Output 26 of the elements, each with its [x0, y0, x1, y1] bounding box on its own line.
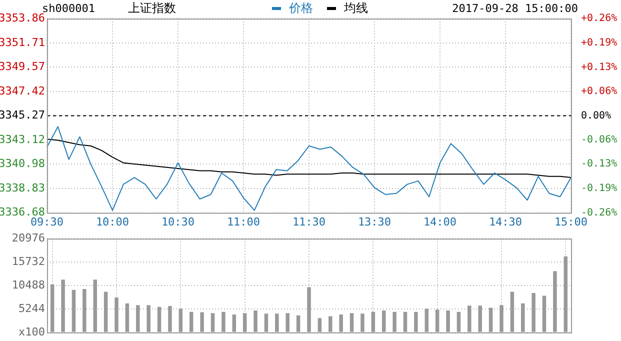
y-tick-label: 10488: [12, 278, 45, 292]
x-tick-label: 10:30: [161, 215, 195, 228]
chart-subtitle: sh000001: [42, 2, 95, 15]
x-tick-label: 09:30: [30, 215, 64, 228]
legend-label: 价格: [289, 1, 313, 15]
y2-tick-label: +0.19%: [581, 37, 618, 48]
x-tick-label: 14:00: [423, 215, 457, 228]
text: 2017-09-28 15:00:00: [452, 2, 578, 16]
x-tick-label: 10:00: [96, 215, 130, 228]
y2-tick-label: +0.06%: [581, 86, 618, 98]
legend-label: 均线: [344, 1, 368, 15]
x-tick-label: 11:00: [226, 215, 260, 228]
y-tick-label: 5244: [18, 302, 46, 315]
x-tick-label: 13:30: [358, 215, 392, 228]
y-tick-label: 15732: [12, 254, 45, 268]
y-tick-label: 20976: [12, 231, 45, 244]
y2-tick-label: -0.06%: [581, 134, 618, 146]
y2-tick-label: -0.13%: [581, 158, 618, 170]
y2-tick-label: +0.26%: [581, 13, 618, 24]
y2-tick-label: 0.00%: [581, 110, 612, 122]
y2-tick-label: -0.19%: [581, 183, 618, 194]
y2-tick-label: +0.13%: [581, 62, 618, 73]
y-tick-label: x100: [18, 325, 45, 338]
x-tick-label: 11:30: [292, 215, 326, 228]
chart-title: 上证指数: [128, 1, 176, 15]
x-tick-label: 14:30: [488, 215, 522, 228]
